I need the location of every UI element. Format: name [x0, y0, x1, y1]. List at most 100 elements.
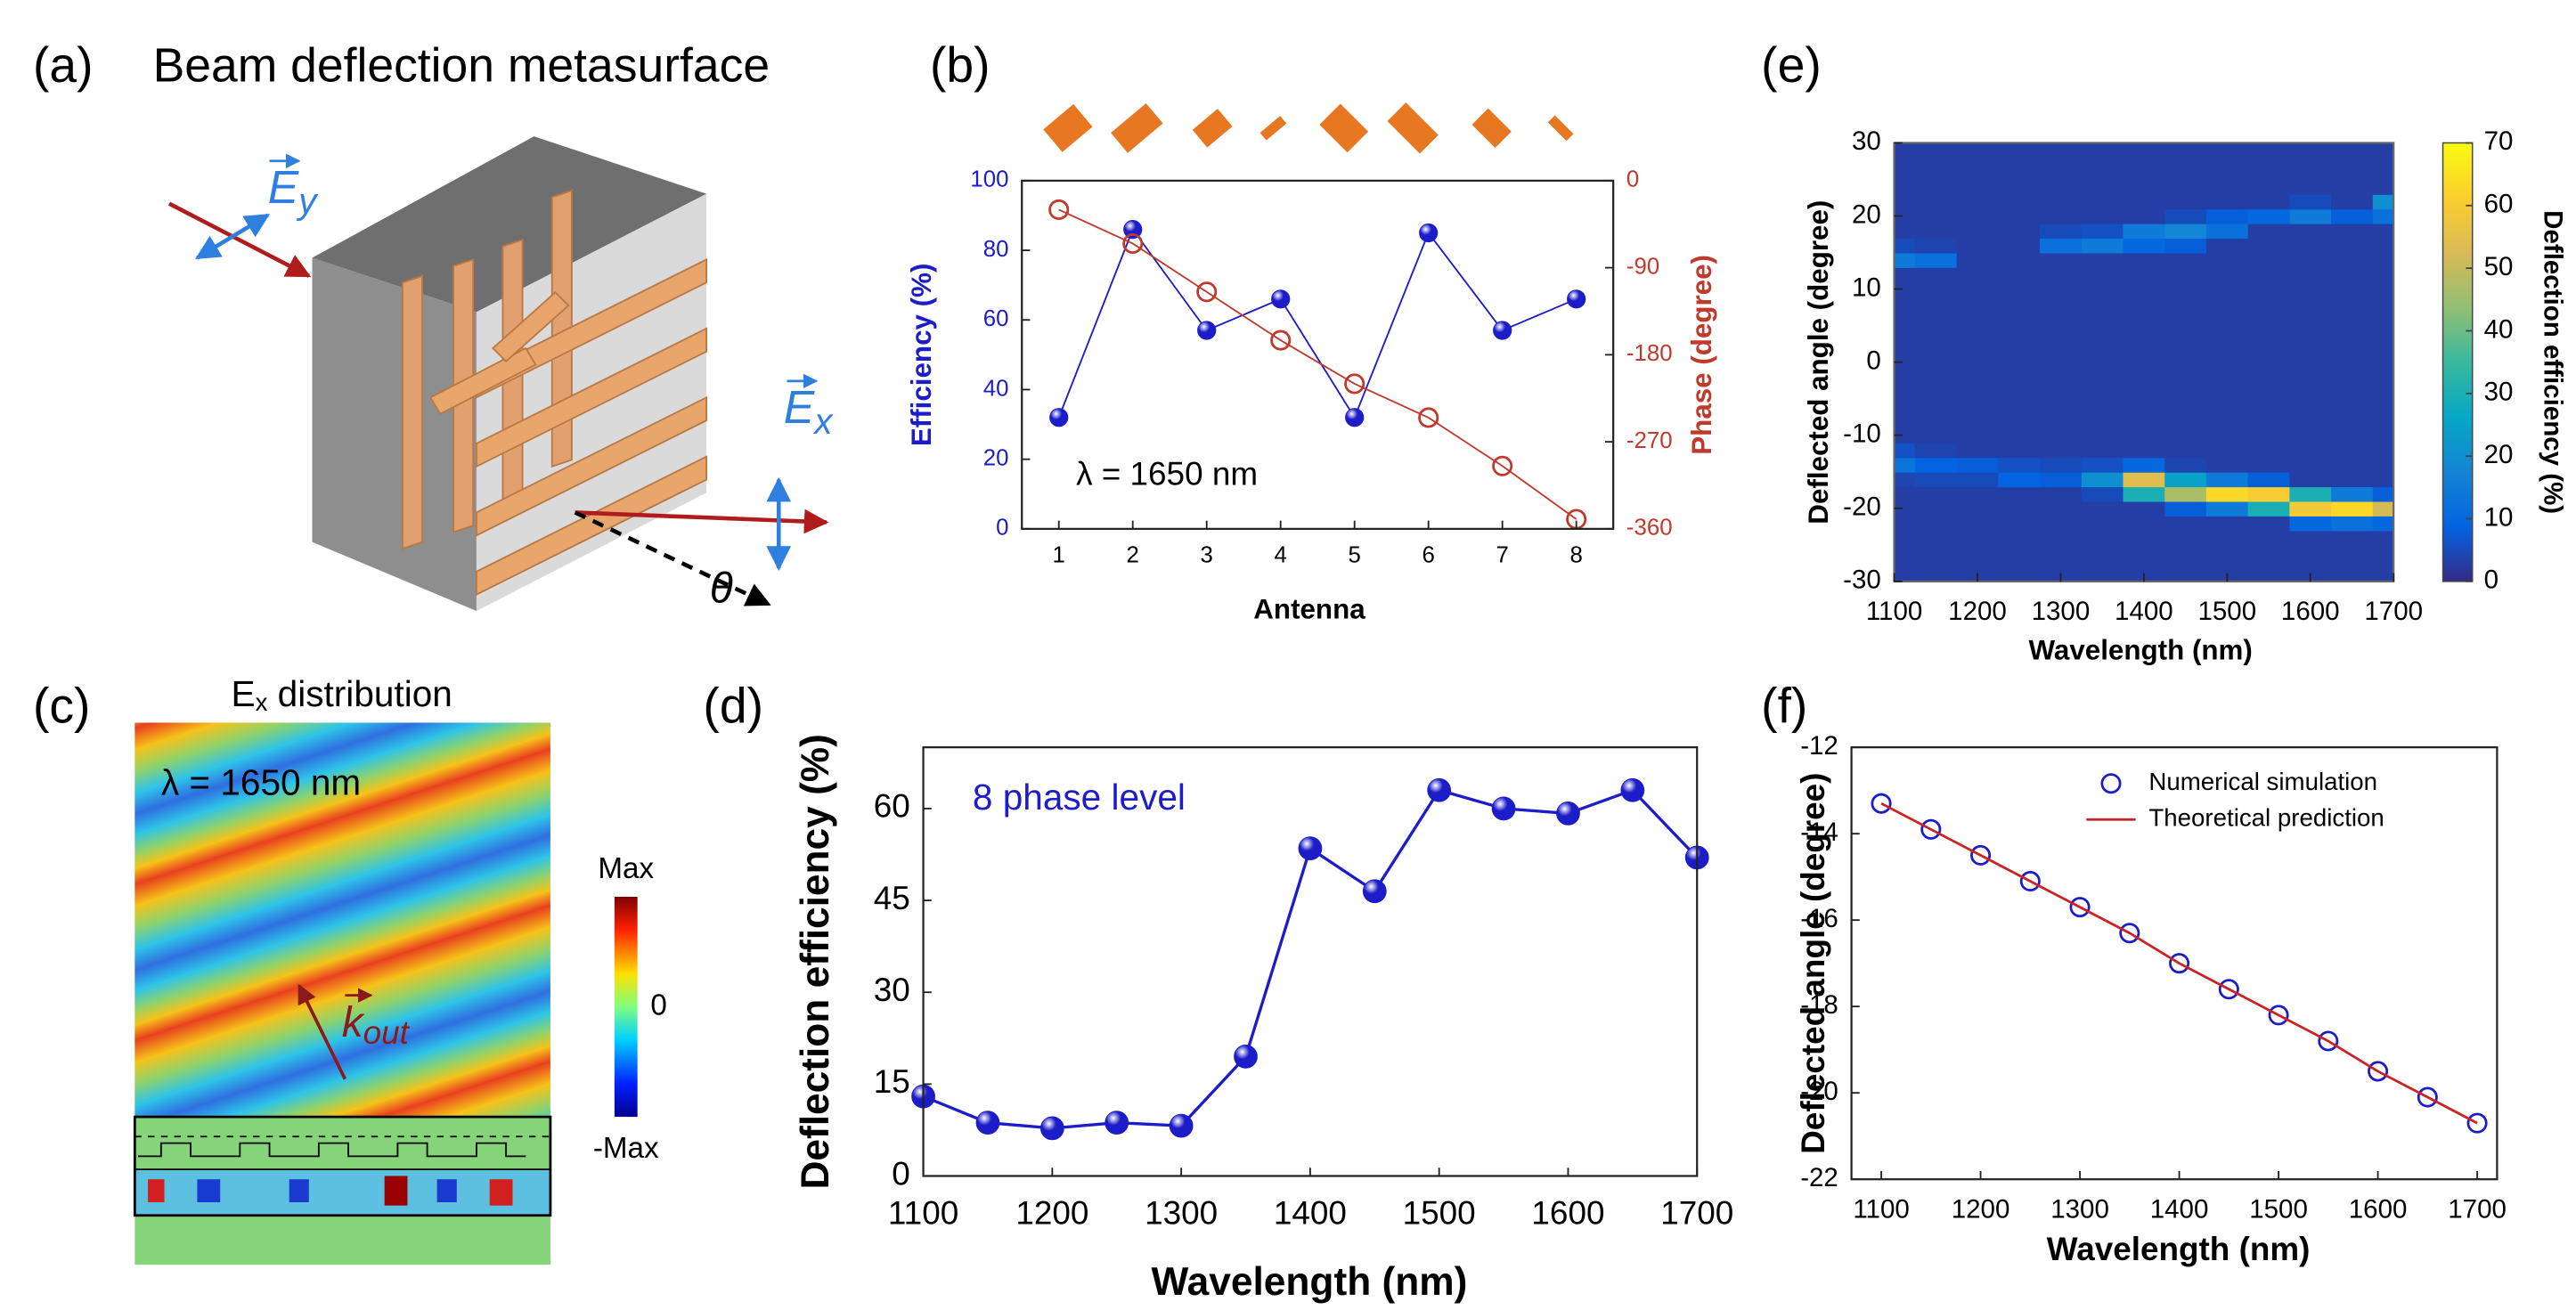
data-point — [1492, 455, 1513, 476]
heatmap-cell — [2164, 340, 2207, 356]
heatmap-cell — [1914, 296, 1958, 313]
annotation: 8 phase level — [973, 777, 1186, 818]
heatmap-cell — [1914, 384, 1958, 400]
heatmap-cell — [2331, 427, 2374, 443]
data-point — [1970, 844, 1992, 866]
x-tick-label: 1600 — [1531, 1195, 1604, 1232]
heatmap-cell — [2289, 398, 2333, 415]
heatmap-cell — [2040, 325, 2083, 341]
heatmap-cell — [1914, 223, 1958, 240]
heatmap-cell — [2081, 325, 2124, 341]
heatmap-cell — [2247, 500, 2291, 517]
data-point — [1048, 199, 1070, 220]
heatmap-cell — [2372, 193, 2394, 210]
heatmap-cell — [2164, 457, 2207, 473]
colorbar-tick-label: 0 — [2484, 565, 2499, 595]
heatmap-cell — [2247, 340, 2291, 356]
x-tick-label: 3 — [1201, 543, 1213, 568]
heatmap-cell — [2331, 238, 2374, 254]
heatmap-cell — [2123, 486, 2166, 502]
heatmap-cell — [2331, 223, 2374, 240]
heatmap-cell — [2164, 486, 2207, 502]
heatmap-cell — [2247, 457, 2291, 473]
data-point — [1920, 818, 1942, 840]
heatmap-cell — [1956, 369, 2000, 386]
heatmap-cell — [1956, 500, 2000, 517]
heatmap-cell — [2040, 530, 2083, 546]
y-tick-label: -20 — [1843, 492, 1881, 522]
heatmap-cell — [2372, 179, 2394, 195]
heatmap-cell — [1956, 354, 2000, 370]
field-label: Ex — [784, 381, 834, 442]
heatmap-cell — [1894, 296, 1916, 313]
metasurface-illustration: Beam deflection metasurface Ey Ex θ — [153, 40, 835, 613]
heatmap-cell — [2331, 530, 2374, 546]
heatmap-cell — [2040, 471, 2083, 488]
heatmap-cell — [2247, 150, 2291, 166]
y-tick-label: 40 — [983, 376, 1009, 401]
heatmap-cell — [2040, 457, 2083, 473]
x-tick-label: 1600 — [2281, 597, 2340, 626]
data-line — [1057, 227, 1577, 419]
heatmap-cell — [1998, 281, 2041, 297]
heatmap-cell — [1998, 500, 2041, 517]
heatmap-cell — [2331, 266, 2374, 283]
legend-label: Numerical simulation — [2148, 768, 2377, 795]
heatmap-cell — [2247, 311, 2291, 327]
heatmap-cell — [2331, 574, 2374, 582]
heatmap-cell — [1956, 238, 2000, 254]
heatmap-cell — [2164, 296, 2207, 313]
heatmap-cell — [2040, 427, 2083, 443]
colorbar — [2441, 142, 2474, 582]
data-point — [1344, 373, 1365, 395]
heatmap-cell — [2372, 325, 2394, 341]
heatmap-cell — [2289, 165, 2333, 181]
heatmap-cell — [2372, 340, 2394, 356]
heatmap-cell — [2123, 223, 2166, 240]
heatmap-cell — [2247, 530, 2291, 546]
wave-vector-label: kout — [342, 999, 411, 1051]
heatmap-cell — [2289, 413, 2333, 429]
heatmap-cell — [1894, 413, 1916, 429]
x-tick-label: 1100 — [1853, 1194, 1909, 1224]
heatmap-cell — [2247, 142, 2291, 151]
heatmap-cell — [1998, 544, 2041, 561]
heatmap-cell — [2372, 384, 2394, 400]
heatmap-cell — [1956, 398, 2000, 415]
heatmap-cell — [1998, 354, 2041, 370]
heatmap-cell — [2331, 354, 2374, 370]
heatmap-cell — [1894, 325, 1916, 341]
heatmap-cell — [2205, 165, 2249, 181]
heatmap-cell — [2247, 252, 2291, 268]
heatmap-cell — [1956, 559, 2000, 575]
heatmap-cell — [2247, 369, 2291, 386]
x-tick-label: 4 — [1275, 543, 1287, 568]
field-subscript: x — [812, 401, 834, 442]
heatmap-cell — [1914, 574, 1958, 582]
y-tick-label: 80 — [983, 237, 1009, 262]
heatmap-cell — [2247, 574, 2291, 582]
heatmap-cell — [2164, 179, 2207, 195]
heatmap-cell — [2081, 427, 2124, 443]
y-axis-label: Deflected angle (degree) — [1795, 773, 1831, 1154]
heatmap-cell — [2205, 223, 2249, 240]
heatmap-cell — [2040, 544, 2083, 561]
heatmap-cell — [2081, 252, 2124, 268]
heatmap-cell — [2331, 413, 2374, 429]
plot-frame — [1850, 746, 2499, 1181]
heatmap-cell — [2123, 252, 2166, 268]
heatmap-cell — [2081, 559, 2124, 575]
heatmap-cell — [1998, 179, 2041, 195]
title-subscript: x — [256, 689, 268, 717]
heatmap-cell — [1914, 500, 1958, 517]
heatmap-cell — [1914, 354, 1958, 370]
colorbar-label: 0 — [650, 989, 666, 1021]
heatmap-cell — [2164, 354, 2207, 370]
heatmap-cell — [2205, 325, 2249, 341]
heatmap-cell — [2123, 296, 2166, 313]
data-point — [1491, 796, 1516, 821]
heatmap-cell — [2331, 544, 2374, 561]
heatmap-cell — [2205, 193, 2249, 210]
heatmap-cell — [2331, 500, 2374, 517]
heatmap-cell — [2247, 442, 2291, 459]
